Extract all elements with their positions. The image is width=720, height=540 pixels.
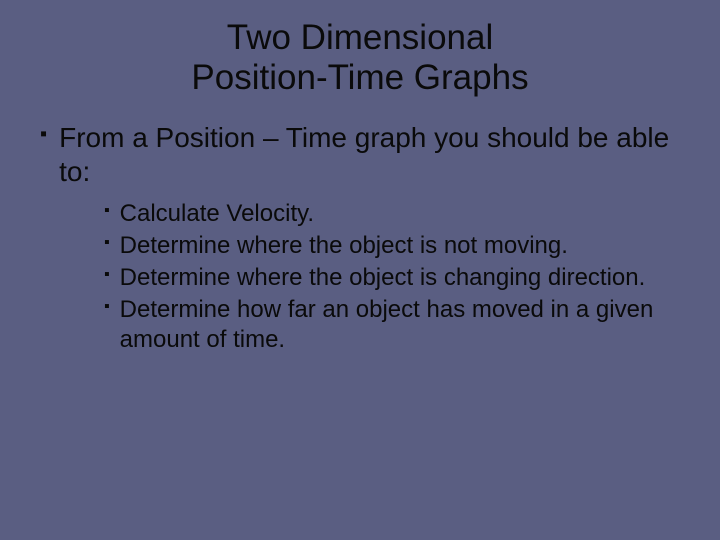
square-bullet-icon: ▪ <box>104 231 110 255</box>
square-bullet-icon: ▪ <box>104 295 110 319</box>
bullet-level2: ▪ Determine how far an object has moved … <box>104 295 680 355</box>
bullet-level1: ▪ From a Position – Time graph you shoul… <box>40 121 680 189</box>
square-bullet-icon: ▪ <box>104 199 110 223</box>
square-bullet-icon: ▪ <box>104 263 110 287</box>
level2-text: Determine where the object is not moving… <box>120 231 568 261</box>
slide-title: Two Dimensional Position-Time Graphs <box>40 18 680 99</box>
level2-text: Calculate Velocity. <box>120 199 314 229</box>
level2-text: Determine how far an object has moved in… <box>120 295 680 355</box>
bullet-level2: ▪ Calculate Velocity. <box>104 199 680 229</box>
slide: Two Dimensional Position-Time Graphs ▪ F… <box>0 0 720 540</box>
level2-text: Determine where the object is changing d… <box>120 263 646 293</box>
bullet-level2: ▪ Determine where the object is changing… <box>104 263 680 293</box>
level2-list: ▪ Calculate Velocity. ▪ Determine where … <box>40 199 680 355</box>
title-line-1: Two Dimensional <box>227 18 494 57</box>
level1-text: From a Position – Time graph you should … <box>59 121 680 189</box>
title-line-2: Position-Time Graphs <box>191 58 528 97</box>
square-bullet-icon: ▪ <box>40 121 47 147</box>
bullet-level2: ▪ Determine where the object is not movi… <box>104 231 680 261</box>
